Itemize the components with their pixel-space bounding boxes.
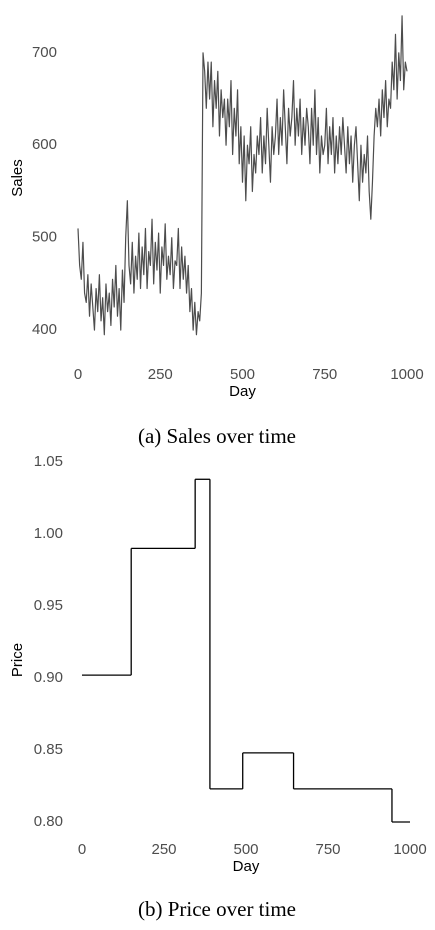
x-tick-label: 500 <box>230 366 255 383</box>
x-tick-label: 750 <box>315 841 340 858</box>
sales-line <box>77 15 408 336</box>
x-axis-label: Day <box>233 858 260 875</box>
x-axis-label: Day <box>229 383 256 400</box>
x-tick-label: 250 <box>148 366 173 383</box>
x-tick-label: 250 <box>151 841 176 858</box>
y-axis-label: Sales <box>9 159 26 197</box>
x-tick-label: 1000 <box>390 366 423 383</box>
y-tick-label: 0.85 <box>34 741 63 758</box>
y-tick-label: 500 <box>32 229 57 246</box>
y-tick-label: 0.80 <box>34 813 63 830</box>
x-tick-label: 500 <box>233 841 258 858</box>
x-tick-label: 1000 <box>393 841 426 858</box>
x-tick-label: 0 <box>74 366 82 383</box>
x-tick-label: 0 <box>78 841 86 858</box>
x-tick-label: 750 <box>312 366 337 383</box>
y-axis-label: Price <box>9 643 26 677</box>
y-tick-label: 400 <box>32 321 57 338</box>
caption: (b) Price over time <box>138 897 296 921</box>
y-tick-label: 0.90 <box>34 669 63 686</box>
y-tick-label: 600 <box>32 136 57 153</box>
y-tick-label: 1.05 <box>34 453 63 470</box>
y-tick-label: 700 <box>32 44 57 61</box>
y-tick-label: 1.00 <box>34 525 63 542</box>
y-tick-label: 0.95 <box>34 597 63 614</box>
caption: (a) Sales over time <box>138 424 296 448</box>
